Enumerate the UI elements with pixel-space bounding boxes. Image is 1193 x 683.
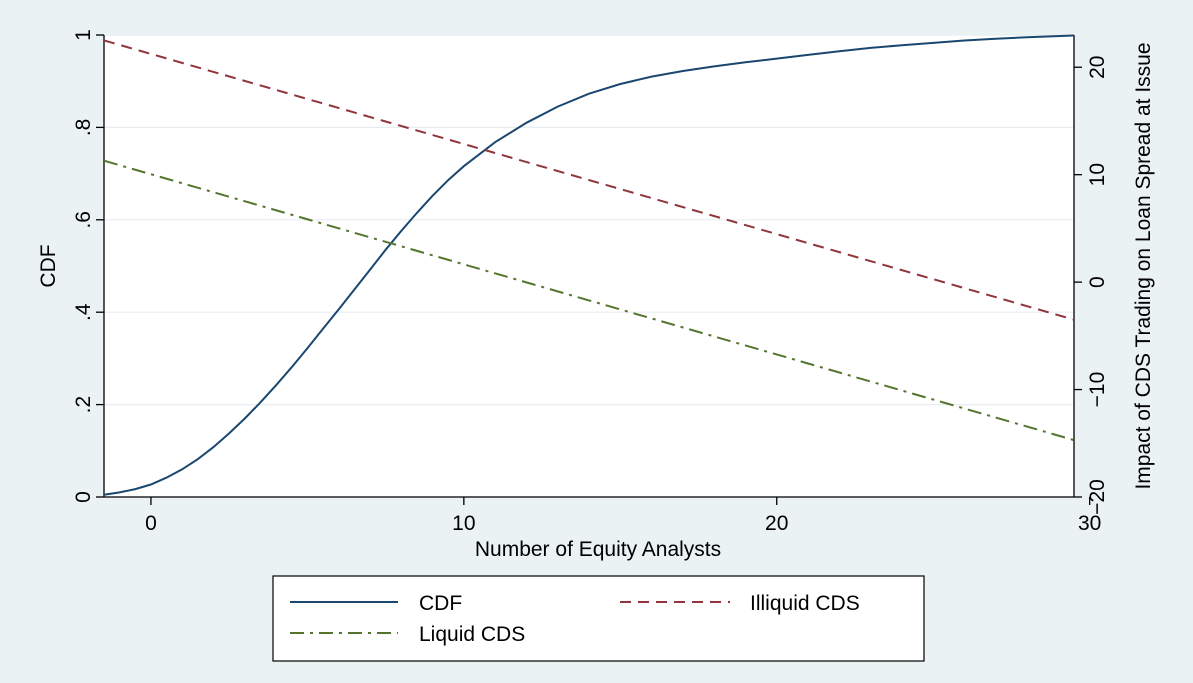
left-y-tick-label: .4 <box>72 303 95 321</box>
left-y-tick-label: .2 <box>72 396 95 414</box>
legend-item: Illiquid CDS <box>620 592 860 615</box>
x-axis-label: Number of Equity Analysts <box>475 538 721 561</box>
legend-label: Liquid CDS <box>419 623 525 646</box>
series-line-illiquid-cds <box>103 39 1075 321</box>
legend-label: CDF <box>419 592 462 615</box>
right-y-tick-label: −10 <box>1086 372 1109 408</box>
right-y-axis: −20 −10 0 10 20 <box>1073 35 1109 515</box>
legend: CDF Illiquid CDS Liquid CDS <box>272 575 925 662</box>
legend-label: Illiquid CDS <box>750 592 860 615</box>
left-y-tick-label: .6 <box>72 211 95 229</box>
series-layer <box>103 34 1075 496</box>
right-y-tick-label: 20 <box>1086 56 1109 79</box>
right-y-tick-label: −20 <box>1086 479 1109 515</box>
left-y-tick-label: .8 <box>72 119 95 137</box>
legend-item: Liquid CDS <box>290 623 525 646</box>
legend-item: CDF <box>290 592 462 615</box>
x-tick-label: 0 <box>145 512 157 535</box>
x-tick-label: 30 <box>1078 512 1101 535</box>
left-y-axis-label: CDF <box>37 244 60 287</box>
right-y-tick-label: 0 <box>1086 276 1109 288</box>
x-tick-label: 10 <box>452 512 475 535</box>
x-tick-label: 20 <box>765 512 788 535</box>
legend-box <box>272 575 925 662</box>
left-y-tick-label: 0 <box>72 491 95 503</box>
left-y-tick-label: 1 <box>72 29 95 41</box>
plot-area <box>104 35 1074 497</box>
right-y-tick-label: 10 <box>1086 163 1109 186</box>
left-y-axis: 0 .2 .4 .6 .8 1 <box>72 29 105 503</box>
x-axis: 0 10 20 30 <box>104 496 1101 535</box>
right-y-axis-label: Impact of CDS Trading on Loan Spread at … <box>1132 42 1155 489</box>
series-line-liquid-cds <box>103 159 1075 442</box>
series-line-cdf <box>103 34 1075 496</box>
